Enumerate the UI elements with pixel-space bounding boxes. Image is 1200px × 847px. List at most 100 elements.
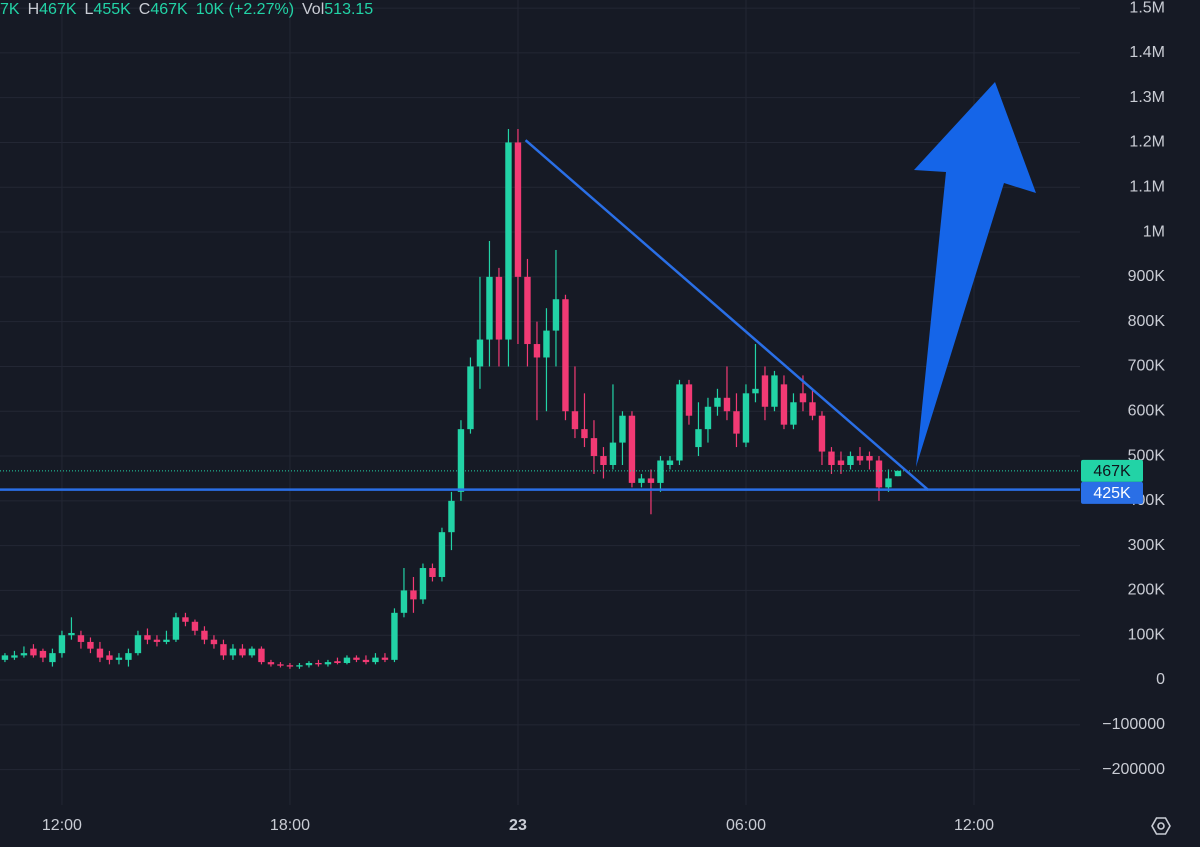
candle-body (419, 568, 427, 600)
candle-body (524, 276, 531, 345)
legend-value: 467K (150, 1, 188, 18)
candle-body (372, 657, 379, 663)
candle-body (704, 406, 712, 430)
candle-body (647, 478, 655, 483)
candle-body (619, 415, 626, 443)
x-tick-label: 23 (509, 817, 527, 834)
candle-body (220, 644, 227, 656)
candle-body (609, 442, 617, 465)
candle-body (514, 142, 522, 277)
candle-body (239, 648, 246, 656)
legend-value: 513.15 (324, 1, 373, 18)
legend-label: C (139, 1, 151, 18)
candle-body (543, 330, 550, 358)
candle-body (429, 568, 436, 577)
x-tick-label: 12:00 (42, 817, 82, 834)
candle-body (628, 415, 636, 483)
candle-body (695, 429, 702, 448)
legend-value: 467K (39, 1, 77, 18)
candle-body (714, 397, 721, 407)
candle-body (771, 375, 778, 407)
candle-body (761, 375, 769, 407)
y-tick-label: 200K (1128, 582, 1166, 599)
price-label-box (1081, 481, 1143, 504)
candle-body (799, 393, 807, 403)
x-tick-label: 18:00 (270, 817, 310, 834)
candle-body (77, 635, 85, 642)
candle-body (172, 617, 180, 640)
legend-value: 10K (+2.27%) (196, 1, 294, 18)
candle-body (229, 648, 237, 656)
candle-body (201, 630, 208, 640)
candle-body (296, 665, 303, 667)
price-label: 467K (1093, 463, 1131, 480)
candle-body (381, 657, 389, 660)
y-tick-label: −200000 (1102, 761, 1165, 778)
candle-body (438, 532, 446, 577)
candle-body (305, 662, 313, 666)
candle-body (248, 648, 256, 656)
legend-value: 455K (93, 1, 131, 18)
candle-body (39, 650, 47, 658)
y-tick-label: −100000 (1102, 716, 1165, 733)
candle-body (752, 388, 759, 394)
candle-body (837, 460, 845, 465)
candle-body (448, 500, 455, 533)
candle-body (467, 366, 474, 430)
candle-body (11, 655, 18, 658)
candle-body (847, 456, 854, 465)
y-tick-label: 300K (1128, 537, 1166, 554)
candle-body (134, 635, 142, 654)
candle-body (780, 384, 788, 425)
legend-label: L (85, 1, 94, 18)
price-label-box (1081, 459, 1143, 482)
candle-body (400, 590, 408, 613)
y-tick-label: 600K (1128, 402, 1166, 419)
y-tick-label: 1.2M (1129, 134, 1165, 151)
candle-body (723, 397, 731, 412)
candle-body (20, 653, 28, 656)
candle-body (894, 470, 902, 477)
candle-body (106, 655, 113, 660)
candle-body (324, 662, 332, 665)
candle-body (191, 621, 199, 631)
candle-body (96, 648, 104, 658)
candle-body (495, 276, 503, 340)
candle-body (581, 429, 588, 439)
candle-body (790, 402, 797, 425)
candle-body (552, 299, 560, 331)
candle-body (476, 339, 484, 367)
candle-body (809, 402, 816, 416)
settings-icon[interactable] (1151, 817, 1171, 835)
candle-body (885, 478, 892, 488)
y-tick-label: 800K (1128, 313, 1166, 330)
legend-label: H (28, 1, 40, 18)
candle-body (267, 662, 275, 665)
candle-body (733, 411, 740, 434)
candle-body (590, 438, 598, 457)
candle-body (866, 456, 873, 461)
candle-body (58, 635, 66, 654)
candle-body (638, 478, 645, 483)
legend-label: Vol (302, 1, 324, 18)
y-tick-label: 1.3M (1129, 89, 1165, 106)
candle-body (210, 639, 218, 645)
candle-body (87, 641, 94, 649)
candle-body (315, 662, 322, 665)
candle-body (410, 590, 417, 600)
candle-body (742, 393, 750, 443)
candle-body (343, 657, 351, 663)
candle-body (666, 460, 674, 465)
trendline (524, 139, 930, 492)
candle-body (334, 661, 341, 663)
candle-body (68, 632, 75, 636)
x-tick-label: 12:00 (954, 817, 994, 834)
ohlc-legend: 7K H467K L455K C467K 10K (+2.27%) Vol513.15 (0, 1, 373, 18)
candle-body (391, 612, 398, 660)
candle-body (153, 639, 161, 642)
candle-body (1, 655, 9, 660)
candle-body (277, 664, 284, 666)
candle-body (353, 657, 360, 660)
